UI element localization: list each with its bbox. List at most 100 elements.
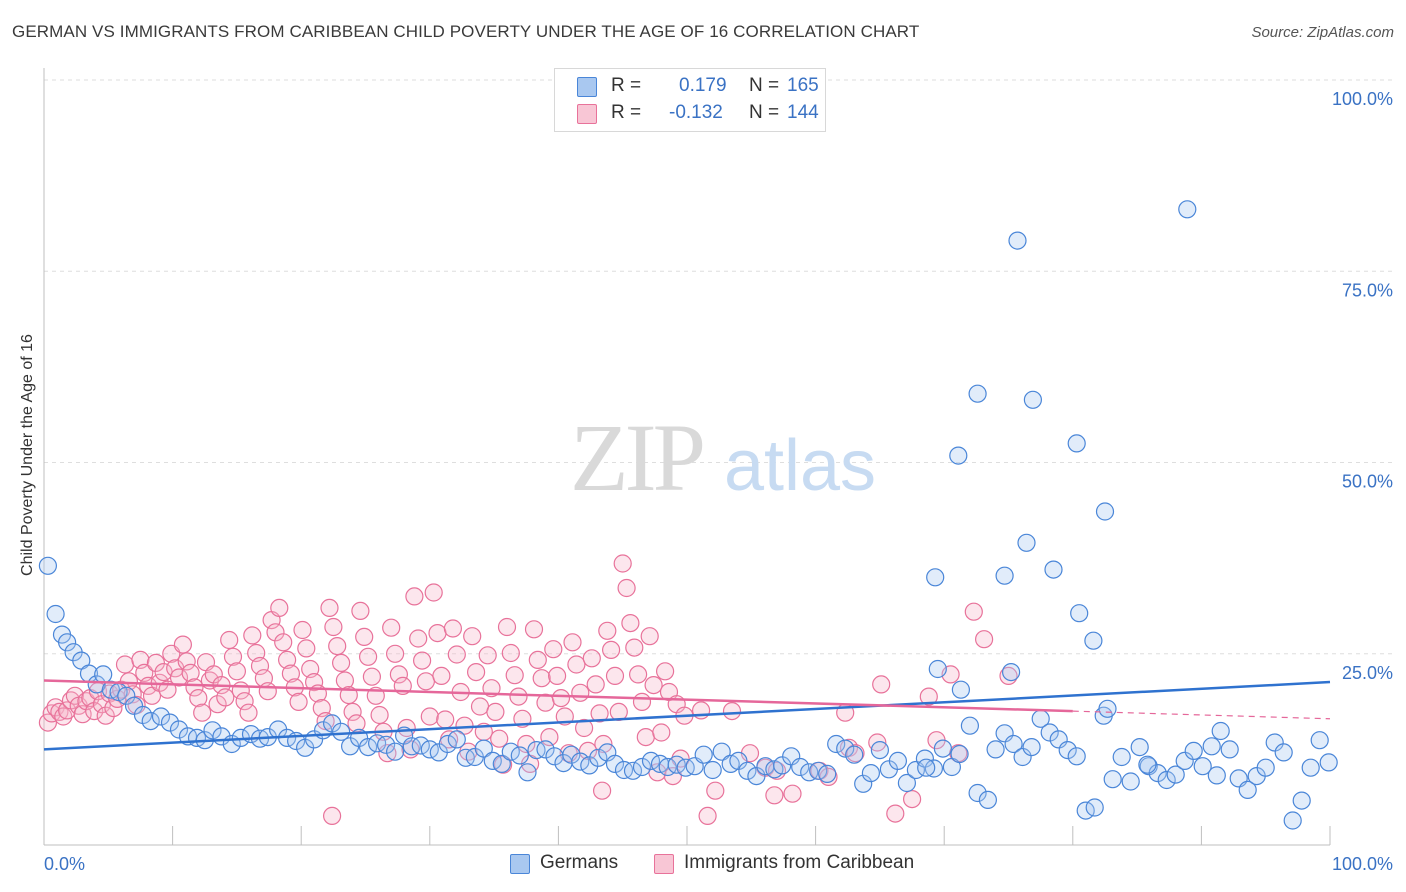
german-point	[1067, 434, 1086, 453]
caribbean-point	[235, 692, 254, 711]
caribbean-point	[505, 666, 524, 685]
german-point	[1070, 604, 1089, 623]
german-point	[1004, 734, 1023, 754]
tick-labels: 25.0% 50.0% 75.0% 100.0% 0.0% 100.0%	[44, 89, 1393, 874]
watermark-zip: ZIP	[570, 404, 703, 511]
german-point	[1023, 390, 1043, 409]
caribbean-point	[467, 662, 486, 682]
caribbean-point	[432, 666, 451, 686]
german-point	[951, 680, 971, 699]
caribbean-trend-line	[43, 679, 1073, 713]
caribbean-point	[270, 598, 289, 618]
german-point	[1085, 798, 1104, 817]
german-point	[694, 745, 713, 764]
german-point	[1301, 758, 1320, 777]
german-point	[1175, 751, 1194, 771]
caribbean-point	[698, 806, 717, 826]
german-point	[933, 739, 953, 758]
caribbean-point	[420, 707, 439, 726]
german-point	[447, 730, 466, 749]
caribbean-point	[574, 718, 594, 738]
caribbean-point	[146, 653, 165, 673]
caribbean-point	[632, 692, 652, 712]
caribbean-point	[405, 587, 424, 606]
caribbean-point	[478, 646, 497, 665]
german-point	[1193, 757, 1212, 776]
german-point	[1103, 770, 1122, 789]
caribbean-point	[463, 627, 482, 646]
caribbean-point	[96, 706, 115, 725]
caribbean-point	[964, 602, 983, 621]
caribbean-point	[783, 784, 802, 803]
german-point	[747, 766, 766, 786]
german-point	[571, 752, 590, 771]
caribbean-point	[722, 701, 742, 721]
caribbean-point	[819, 767, 838, 787]
german-point	[623, 761, 643, 780]
german-point	[474, 739, 493, 758]
legend-n-value: 165	[787, 75, 819, 96]
german-point	[386, 742, 405, 761]
caribbean-point	[563, 633, 582, 652]
caribbean-point	[517, 734, 536, 754]
caribbean-point	[355, 627, 374, 647]
german-point	[995, 566, 1014, 585]
y-tick-label: 50.0%	[1342, 472, 1393, 492]
caribbean-point	[274, 633, 293, 652]
caribbean-point	[266, 623, 285, 642]
legend-n-label: N =	[749, 75, 780, 96]
german-point	[1157, 770, 1176, 790]
german-point	[1017, 533, 1036, 552]
caribbean-point	[227, 662, 246, 681]
germans-trend-line	[43, 680, 1331, 751]
caribbean-point	[509, 687, 528, 706]
series-label-germans: Germans	[540, 852, 619, 873]
caribbean-point	[547, 666, 567, 686]
german-point	[562, 745, 581, 764]
caribbean-point	[470, 697, 490, 716]
caribbean-point	[482, 679, 501, 698]
caribbean-point	[582, 649, 601, 668]
german-point	[1283, 811, 1302, 830]
german-point	[87, 675, 106, 694]
german-point	[518, 763, 537, 782]
caribbean-point	[524, 620, 544, 639]
german-point	[712, 742, 731, 761]
caribbean-point	[281, 664, 300, 683]
legend-r-value: 0.179	[679, 75, 727, 96]
caribbean-point	[324, 617, 343, 637]
german-point	[332, 722, 351, 741]
caribbean-point	[389, 665, 408, 684]
german-point	[632, 757, 652, 777]
german-point	[1256, 758, 1275, 777]
german-point	[845, 745, 864, 764]
german-point	[928, 659, 947, 679]
german-point	[501, 742, 520, 761]
germans-points	[38, 200, 1338, 830]
german-point	[203, 721, 222, 740]
legend-n-value: 144	[787, 102, 819, 123]
german-point	[1310, 731, 1329, 750]
german-point	[1292, 791, 1311, 810]
caribbean-point	[628, 665, 648, 684]
caribbean-point	[571, 683, 590, 702]
german-point	[57, 633, 77, 652]
legend-r-label: R =	[611, 75, 642, 96]
caribbean-point	[351, 601, 370, 621]
caribbean-point	[320, 598, 339, 618]
german-point	[1274, 743, 1293, 762]
caribbean-point	[409, 629, 428, 648]
caribbean-point	[652, 723, 671, 742]
caribbean-point	[362, 667, 381, 686]
german-point	[978, 790, 998, 810]
caribbean-point	[38, 713, 58, 732]
caribbean-point	[551, 688, 571, 708]
caribbean-point	[359, 647, 378, 666]
caribbean-point	[428, 623, 447, 643]
caribbean-point	[490, 729, 509, 748]
caribbean-point	[765, 786, 784, 805]
german-point	[169, 720, 189, 739]
caribbean-point	[902, 789, 922, 809]
german-point	[917, 758, 936, 777]
caribbean-point	[305, 672, 324, 692]
